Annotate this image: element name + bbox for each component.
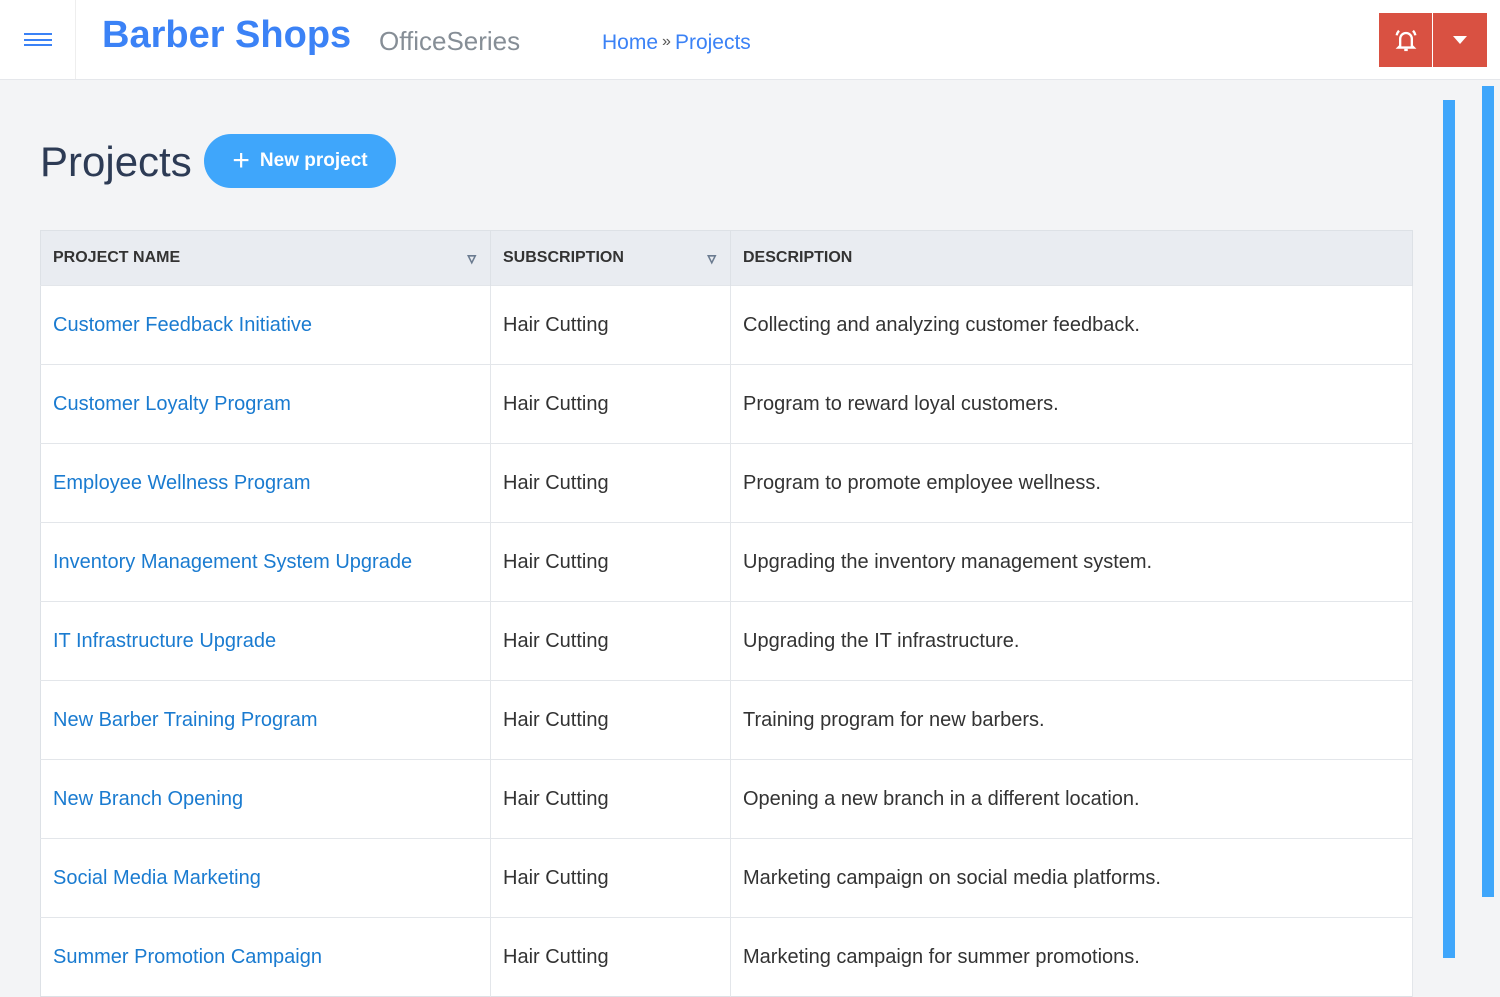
subscription-cell: Hair Cutting [490,917,731,997]
top-bar: Barber Shops OfficeSeries Home» Projects [0,0,1500,80]
project-name-link[interactable]: IT Infrastructure Upgrade [53,629,277,652]
project-name-link[interactable]: Social Media Marketing [53,866,261,889]
description-cell: Marketing campaign for summer promotions… [730,917,1413,997]
subscription-cell: Hair Cutting [490,759,731,839]
subscription-cell: Hair Cutting [490,601,731,681]
plus-icon: + [232,144,250,177]
description-cell: Upgrading the IT infrastructure. [730,601,1413,681]
hamburger-menu-icon[interactable] [0,0,76,79]
description-cell: Opening a new branch in a different loca… [730,759,1413,839]
subscription-cell: Hair Cutting [490,680,731,760]
brand-title[interactable]: Barber Shops [102,14,352,56]
column-header-subscription[interactable]: SUBSCRIPTION ▿ [490,230,731,286]
breadcrumb-projects[interactable]: Projects [674,31,751,54]
filter-icon[interactable]: ▿ [707,249,716,268]
subscription-cell: Hair Cutting [490,364,731,444]
projects-table: PROJECT NAME ▿ SUBSCRIPTION ▿ DESCRIPTION … [40,230,1413,997]
subscription-cell: Hair Cutting [490,285,731,365]
page-title: Projects [40,138,192,185]
inner-scrollbar[interactable] [1443,100,1455,958]
project-name-link[interactable]: New Branch Opening [53,787,244,810]
filter-icon[interactable]: ▿ [467,249,476,268]
description-cell: Marketing campaign on social media platf… [730,838,1413,918]
user-dropdown-button[interactable] [1433,13,1487,67]
breadcrumb: Home» Projects [602,31,751,55]
new-project-label: New project [259,150,368,171]
column-header-project-name[interactable]: PROJECT NAME ▿ [40,230,491,286]
description-cell: Upgrading the inventory management syste… [730,522,1413,602]
table-row: Employee Wellness Program Hair Cutting Pro… [40,443,1413,523]
page-scrollbar[interactable] [1482,86,1494,897]
table-row: Customer Feedback Initiative Hair Cutting… [40,285,1413,365]
subscription-cell: Hair Cutting [490,443,731,523]
caret-down-icon [1453,36,1467,44]
bell-icon [1395,29,1416,52]
project-name-link[interactable]: Customer Feedback Initiative [53,313,313,336]
subscription-cell: Hair Cutting [490,522,731,602]
new-project-button[interactable]: + New project [204,134,396,188]
table-row: IT Infrastructure Upgrade Hair Cutting Upg… [40,601,1413,681]
table-row: Inventory Management System Upgrade Hair … [40,522,1413,602]
notifications-button[interactable] [1379,13,1433,67]
breadcrumb-separator: » [662,33,671,50]
table-row: New Barber Training Program Hair Cutting T… [40,680,1413,760]
description-cell: Training program for new barbers. [730,680,1413,760]
table-row: Summer Promotion Campaign Hair Cutting Mar… [40,917,1413,997]
description-cell: Collecting and analyzing customer feedba… [730,285,1413,365]
breadcrumb-home[interactable]: Home [602,31,659,54]
project-name-link[interactable]: Customer Loyalty Program [53,392,291,415]
project-name-link[interactable]: Employee Wellness Program [53,471,311,494]
description-cell: Program to promote employee wellness. [730,443,1413,523]
suite-name: OfficeSeries [379,26,521,56]
table-row: Social Media Marketing Hair Cutting Market… [40,838,1413,918]
table-row: New Branch Opening Hair Cutting Opening a … [40,759,1413,839]
subscription-cell: Hair Cutting [490,838,731,918]
table-row: Customer Loyalty Program Hair Cutting Prog… [40,364,1413,444]
description-cell: Program to reward loyal customers. [730,364,1413,444]
project-name-link[interactable]: Summer Promotion Campaign [53,945,322,968]
column-header-description: DESCRIPTION [730,230,1413,286]
project-name-link[interactable]: Inventory Management System Upgrade [53,550,413,573]
project-name-link[interactable]: New Barber Training Program [53,708,318,731]
